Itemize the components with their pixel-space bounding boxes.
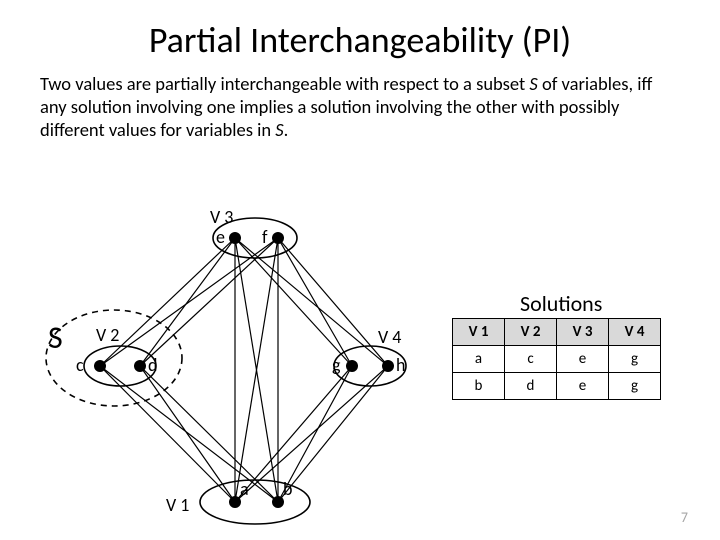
solutions-title: Solutions	[520, 290, 602, 317]
var-label-V2: V 2	[96, 324, 119, 346]
body-s2: S	[275, 118, 283, 141]
cell: e	[557, 346, 609, 373]
cell: a	[453, 346, 505, 373]
node-label-a: a	[240, 478, 249, 500]
node-d	[134, 360, 146, 372]
edge-g-f	[278, 238, 352, 366]
slide-title: Partial Interchangeability (PI)	[0, 18, 720, 62]
node-label-b: b	[283, 478, 292, 500]
node-f	[272, 232, 284, 244]
set-label-S: S	[48, 318, 63, 357]
col-V3: V 3	[557, 319, 609, 346]
table-row: a c e g	[453, 346, 661, 373]
var-label-V3: V 3	[210, 206, 233, 228]
ellipse-V1	[200, 480, 310, 524]
cell: g	[609, 346, 661, 373]
var-label-V1: V 1	[166, 494, 189, 516]
node-c	[94, 360, 106, 372]
edge-a-g	[235, 366, 352, 502]
node-e	[229, 232, 241, 244]
col-V2: V 2	[505, 319, 557, 346]
cell: e	[557, 373, 609, 400]
table-row: b d e g	[453, 373, 661, 400]
col-V1: V 1	[453, 319, 505, 346]
node-label-d: d	[148, 354, 157, 376]
node-label-c: c	[76, 354, 84, 376]
edge-a-d	[140, 366, 235, 502]
node-h	[382, 360, 394, 372]
cell: b	[453, 373, 505, 400]
cell: d	[505, 373, 557, 400]
body-p3: .	[284, 118, 289, 141]
node-label-g: g	[332, 354, 340, 376]
pi-diagram: S V 1 V 2 V 3 V 4 a b c d e f g h	[40, 198, 450, 528]
table-header-row: V 1 V 2 V 3 V 4	[453, 319, 661, 346]
cell: c	[505, 346, 557, 373]
solutions-table: V 1 V 2 V 3 V 4 a c e g b d e g	[452, 318, 661, 400]
node-g	[346, 360, 358, 372]
page-number: 7	[681, 509, 688, 526]
body-text: Two values are partially interchangeable…	[40, 72, 680, 141]
var-label-V4: V 4	[378, 326, 401, 348]
cell: g	[609, 373, 661, 400]
node-label-h: h	[396, 354, 405, 376]
edge-d-e	[140, 238, 235, 366]
body-p1: Two values are partially interchangeable…	[40, 72, 529, 95]
body-s1: S	[529, 72, 537, 95]
node-label-f: f	[262, 226, 268, 248]
col-V4: V 4	[609, 319, 661, 346]
node-label-e: e	[216, 226, 225, 248]
